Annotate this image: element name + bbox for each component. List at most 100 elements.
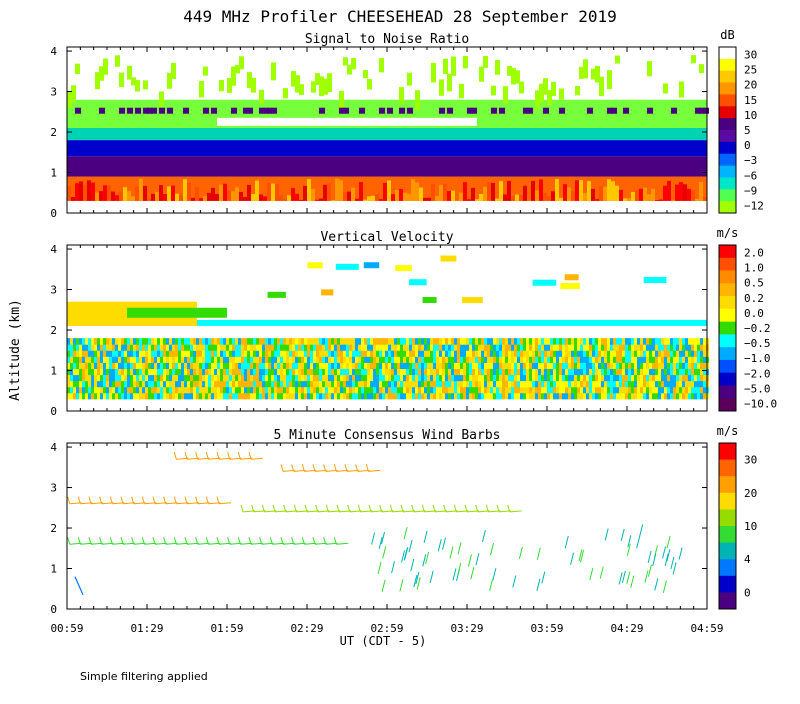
- wind-barb: [663, 581, 666, 593]
- vv-cell: [88, 375, 91, 382]
- snr-patch: [499, 108, 505, 114]
- vv-cell: [580, 368, 583, 375]
- wind-barb: [619, 572, 622, 584]
- vv-cell: [283, 356, 286, 363]
- wind-barb: [476, 553, 479, 565]
- vv-cell: [265, 393, 268, 400]
- vv-cell: [559, 362, 562, 369]
- vv-cell: [556, 356, 559, 363]
- vv-cell: [271, 362, 274, 369]
- vv-cell: [406, 356, 409, 363]
- vv-cell: [421, 350, 424, 357]
- vv-cell: [145, 350, 148, 357]
- vv-cell: [181, 350, 184, 357]
- vv-cell: [556, 338, 559, 345]
- vv-cell: [316, 338, 319, 345]
- snr-streak: [67, 186, 71, 201]
- vv-cell: [208, 387, 211, 394]
- vv-cell: [520, 350, 523, 357]
- snr-streak: [339, 180, 343, 201]
- vv-cell: [328, 338, 331, 345]
- x-tick-label: 01:29: [130, 622, 163, 635]
- y-axis-label: Altitude (km): [8, 299, 23, 401]
- vv-cell: [406, 393, 409, 400]
- vv-cell: [346, 387, 349, 394]
- snr-streak: [495, 199, 499, 201]
- snr-patch: [399, 87, 404, 104]
- snr-patch: [407, 73, 412, 86]
- vv-cell: [376, 356, 379, 363]
- vv-cell: [643, 387, 646, 394]
- wind-barb: [627, 572, 630, 584]
- vv-cell: [166, 362, 169, 369]
- vv-cell: [229, 375, 232, 382]
- vv-cell: [97, 368, 100, 375]
- vv-cell: [316, 393, 319, 400]
- vv-cell: [565, 362, 568, 369]
- vv-cell: [280, 387, 283, 394]
- vv-cell: [442, 375, 445, 382]
- vv-cell: [301, 356, 304, 363]
- vv-cell: [97, 362, 100, 369]
- wind-barb: [409, 540, 412, 552]
- vv-cell: [631, 344, 634, 351]
- vv-cell: [370, 375, 373, 382]
- vv-cell: [100, 381, 103, 388]
- vv-cell: [649, 375, 652, 382]
- vv-cell: [244, 381, 247, 388]
- vv-cell: [145, 375, 148, 382]
- vv-cell: [508, 368, 511, 375]
- vv-cell: [364, 381, 367, 388]
- vv-cell: [157, 350, 160, 357]
- vv-cell: [475, 362, 478, 369]
- vv-cell: [394, 362, 397, 369]
- vv-cell: [436, 368, 439, 375]
- vv-cell: [112, 387, 115, 394]
- vv-cell: [394, 393, 397, 400]
- vv-cell: [325, 362, 328, 369]
- vv-cell: [493, 393, 496, 400]
- vv-cell: [571, 381, 574, 388]
- vv-cell: [229, 387, 232, 394]
- vv-cell: [451, 362, 454, 369]
- snr-streak: [459, 193, 463, 201]
- y-tick-label: 0: [50, 207, 57, 220]
- vv-cell: [241, 381, 244, 388]
- vv-cell: [565, 393, 568, 400]
- vv-cell: [109, 381, 112, 388]
- vv-cell: [631, 356, 634, 363]
- snr-streak: [299, 200, 303, 201]
- vv-cell: [436, 338, 439, 345]
- vv-cell: [373, 381, 376, 388]
- vv-cell: [121, 350, 124, 357]
- figure-title: 449 MHz Profiler CHEESEHEAD 28 September…: [183, 7, 616, 26]
- vv-cell: [340, 356, 343, 363]
- vv-cell: [646, 350, 649, 357]
- vv-cell: [379, 368, 382, 375]
- vv-cell: [448, 368, 451, 375]
- vv-cell: [511, 344, 514, 351]
- vv-cell: [205, 387, 208, 394]
- vv-cell: [493, 356, 496, 363]
- vv-cell: [229, 362, 232, 369]
- vv-cell: [241, 350, 244, 357]
- colorbar-swatch: [719, 543, 736, 560]
- vv-cell: [502, 368, 505, 375]
- vv-cell: [235, 362, 238, 369]
- vv-cell: [481, 350, 484, 357]
- vv-cell: [634, 368, 637, 375]
- wind-barb: [490, 579, 493, 591]
- vv-cell: [259, 356, 262, 363]
- vv-cell: [166, 387, 169, 394]
- vv-cell: [643, 381, 646, 388]
- vv-cell: [265, 362, 268, 369]
- vv-cell: [256, 344, 259, 351]
- vv-cell: [490, 338, 493, 345]
- vv-cell: [121, 375, 124, 382]
- vv-cell: [439, 375, 442, 382]
- vv-cell: [292, 375, 295, 382]
- vv-cell: [409, 350, 412, 357]
- vv-cell: [574, 387, 577, 394]
- vv-cell: [517, 375, 520, 382]
- vv-cell: [343, 344, 346, 351]
